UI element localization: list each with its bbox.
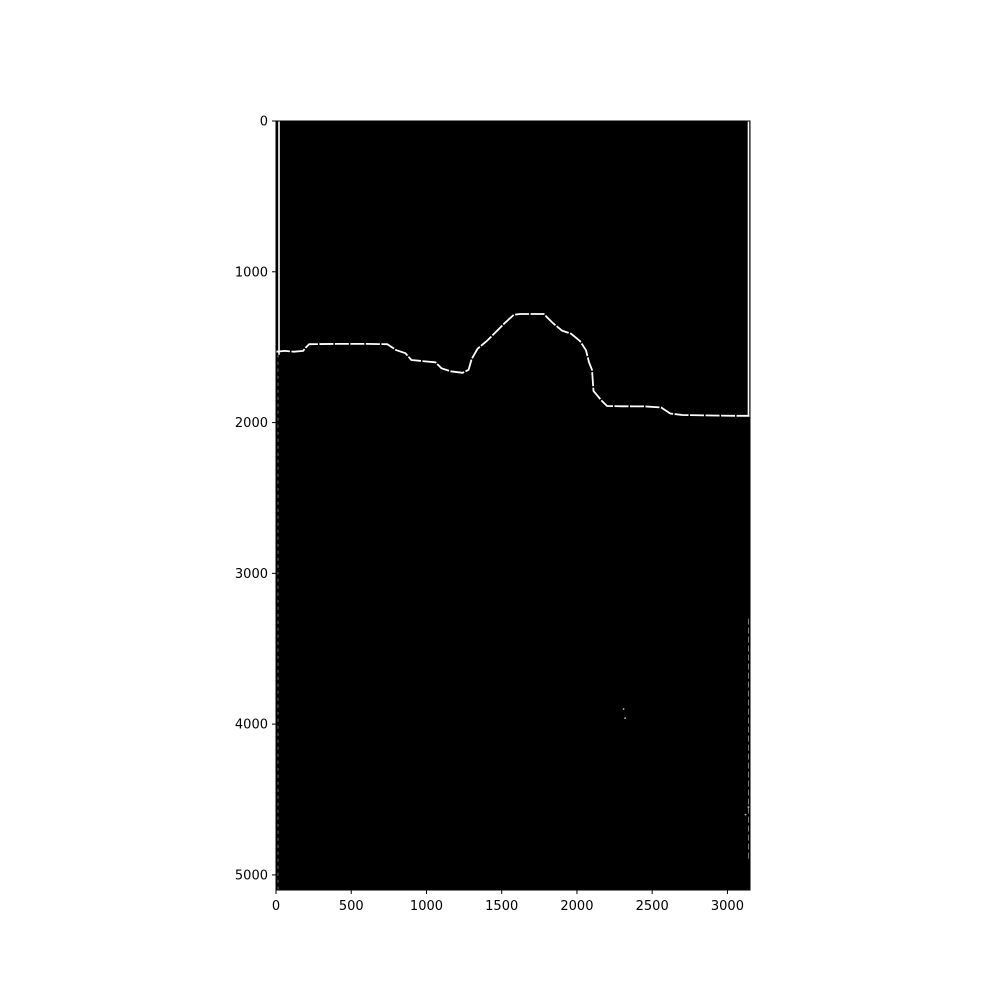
y-tick-label: 2000 (235, 416, 268, 431)
x-tick-label: 2500 (636, 899, 669, 914)
edge-speckle (747, 806, 750, 808)
x-tick-label: 3000 (711, 899, 744, 914)
x-axis: 0 500 1000 1500 2000 2500 3000 (272, 890, 744, 914)
y-axis: 0 1000 2000 3000 4000 5000 (235, 115, 276, 883)
contour-edge (275, 313, 750, 417)
image-area (276, 121, 750, 890)
edge-speckle (622, 708, 625, 710)
y-tick-label: 4000 (235, 718, 268, 733)
edge-layer (275, 121, 750, 890)
edge-speckle (744, 813, 747, 816)
x-tick-label: 500 (339, 899, 364, 914)
edge-speckle (624, 717, 627, 720)
plot-frame (275, 120, 751, 891)
x-tick-label: 1000 (410, 899, 443, 914)
y-tick-label: 3000 (235, 567, 268, 582)
x-tick-label: 2000 (560, 899, 593, 914)
y-tick-label: 1000 (235, 265, 268, 280)
y-tick-label: 5000 (235, 868, 268, 883)
y-tick-label: 0 (260, 115, 268, 130)
x-tick-label: 0 (272, 899, 280, 914)
x-tick-label: 1500 (485, 899, 518, 914)
